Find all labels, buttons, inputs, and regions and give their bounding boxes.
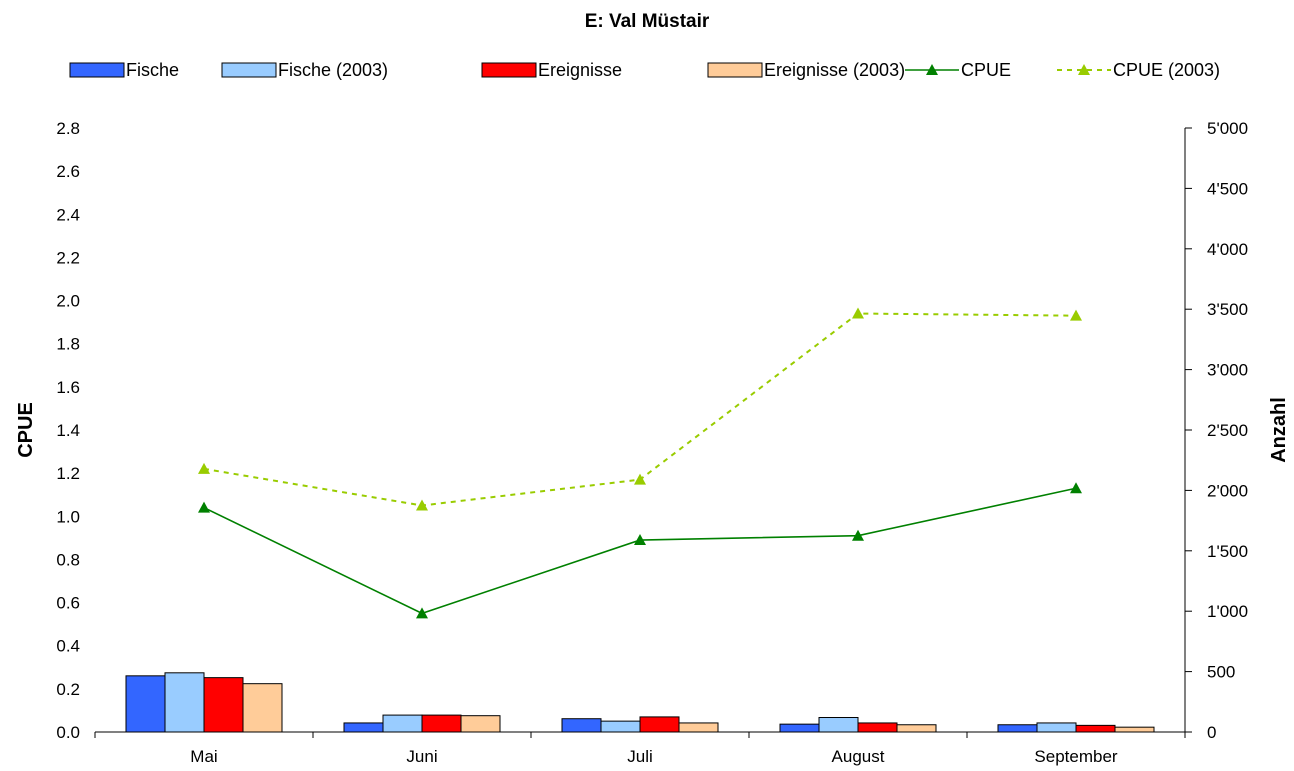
right-axis-title: Anzahl [1268, 397, 1290, 463]
left-tick-label: 0.6 [56, 594, 80, 613]
legend-swatch-ereignisse [481, 62, 537, 78]
legend-label-cpue: CPUE [961, 60, 1011, 80]
bar-ereignisse-2003 [896, 724, 937, 733]
right-tick-label: 4'000 [1207, 240, 1248, 259]
left-tick-label: 2.2 [56, 248, 80, 267]
bar-fische [779, 723, 820, 733]
point-cpue [198, 501, 210, 513]
right-tick-label: 4'500 [1207, 179, 1248, 198]
point-cpue-2003 [416, 499, 428, 511]
bar-fische-2003 [818, 717, 859, 733]
x-tick-label: Juni [406, 747, 437, 766]
right-tick-label: 1'500 [1207, 542, 1248, 561]
bar-ereignisse [203, 677, 244, 733]
point-cpue [416, 607, 428, 619]
right-tick-label: 5'000 [1207, 119, 1248, 138]
left-tick-label: 2.8 [56, 119, 80, 138]
point-cpue-2003 [852, 307, 864, 319]
bar-ereignisse [1075, 724, 1116, 733]
left-axis-title: CPUE [15, 402, 37, 458]
x-tick-label: Juli [627, 747, 653, 766]
legend-label-ereignisse-2003: Ereignisse (2003) [764, 60, 905, 80]
point-cpue [1070, 482, 1082, 494]
bar-fische-2003 [164, 672, 205, 733]
bar-ereignisse [639, 716, 680, 733]
bar-ereignisse-2003 [242, 683, 283, 733]
bar-ereignisse [857, 722, 898, 733]
legend-label-ereignisse: Ereignisse [538, 60, 622, 80]
x-tick-label: August [832, 747, 885, 766]
legend: Fische Fische (2003) Ereignisse Ereignisse … [69, 60, 1220, 80]
right-tick-label: 3'500 [1207, 300, 1248, 319]
legend-marker-cpue [926, 64, 938, 75]
right-tick-label: 2'000 [1207, 481, 1248, 500]
right-tick-label: 500 [1207, 663, 1235, 682]
bar-ereignisse-2003 [1114, 726, 1155, 733]
chart-title: E: Val Müstair [585, 11, 710, 32]
bar-fische [997, 724, 1038, 733]
legend-marker-cpue-2003 [1078, 64, 1090, 75]
right-tick-label: 1'000 [1207, 602, 1248, 621]
legend-swatch-ereignisse-2003 [707, 62, 763, 78]
legend-label-cpue-2003: CPUE (2003) [1113, 60, 1220, 80]
left-tick-label: 2.4 [56, 205, 80, 224]
bar-ereignisse [421, 714, 462, 733]
left-tick-label: 0.0 [56, 723, 80, 742]
right-tick-label: 0 [1207, 723, 1216, 742]
bar-ereignisse-2003 [678, 722, 719, 733]
left-tick-label: 1.6 [56, 378, 80, 397]
left-tick-label: 0.8 [56, 550, 80, 569]
left-tick-label: 1.2 [56, 464, 80, 483]
bar-fische [125, 675, 166, 733]
x-tick-label: September [1034, 747, 1117, 766]
bar-fische [561, 718, 602, 733]
legend-label-fische: Fische [126, 60, 179, 80]
right-tick-label: 3'000 [1207, 361, 1248, 380]
left-tick-label: 1.8 [56, 335, 80, 354]
bar-ereignisse-2003 [460, 715, 501, 733]
left-tick-label: 1.4 [56, 421, 80, 440]
legend-swatch-fische [69, 62, 125, 78]
legend-label-fische-2003: Fische (2003) [278, 60, 388, 80]
line-cpue [203, 487, 1077, 615]
left-tick-label: 2.0 [56, 292, 80, 311]
point-cpue-2003 [198, 462, 210, 474]
bar-fische-2003 [600, 720, 641, 733]
bar-fische-2003 [382, 714, 423, 733]
plot-area: Mai Juni Juli August September 0.0 0.2 0.4 0.6 0.… [56, 119, 1248, 766]
left-tick-label: 2.6 [56, 162, 80, 181]
bar-fische [343, 722, 384, 733]
bar-fische-2003 [1036, 722, 1077, 733]
point-cpue [634, 534, 646, 546]
point-cpue [852, 529, 864, 541]
legend-swatch-fische-2003 [221, 62, 277, 78]
left-tick-label: 1.0 [56, 507, 80, 526]
point-cpue-2003 [1070, 309, 1082, 321]
x-tick-label: Mai [190, 747, 217, 766]
left-tick-label: 0.2 [56, 680, 80, 699]
left-tick-label: 0.4 [56, 637, 80, 656]
point-cpue-2003 [634, 473, 646, 485]
right-tick-label: 2'500 [1207, 421, 1248, 440]
